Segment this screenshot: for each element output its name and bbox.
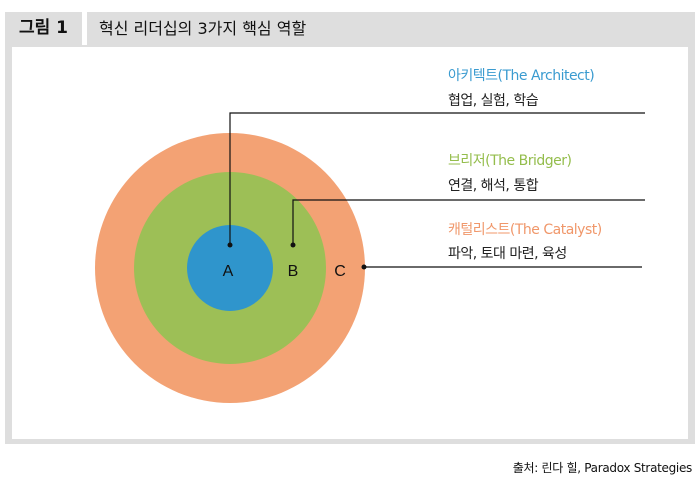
catalyst-desc: 파악, 토대 마련, 육성	[448, 246, 567, 262]
letter-a: A	[223, 263, 234, 280]
catalyst-dot	[361, 264, 367, 270]
circle-a	[187, 225, 273, 311]
figure-title: 혁신 리더십의 3가지 핵심 역할	[87, 12, 695, 45]
bridger-leader-line	[292, 199, 645, 245]
architect-dot	[227, 242, 233, 248]
letter-b: B	[288, 263, 299, 280]
bridger-desc: 연결, 해석, 통합	[448, 178, 539, 194]
letter-c: C	[334, 263, 346, 280]
header-separator	[82, 12, 87, 45]
architect-desc: 협업, 실험, 학습	[448, 93, 539, 109]
bridger-title: 브리저(The Bridger)	[448, 153, 572, 169]
architect-leader-line	[229, 112, 645, 245]
figure-label: 그림 1	[5, 12, 82, 45]
catalyst-title: 캐털리스트(The Catalyst)	[448, 222, 602, 238]
source-note: 출처: 린다 힐, Paradox Strategies	[512, 461, 693, 475]
bridger-dot	[290, 242, 296, 248]
architect-title: 아키텍트(The Architect)	[448, 68, 595, 84]
